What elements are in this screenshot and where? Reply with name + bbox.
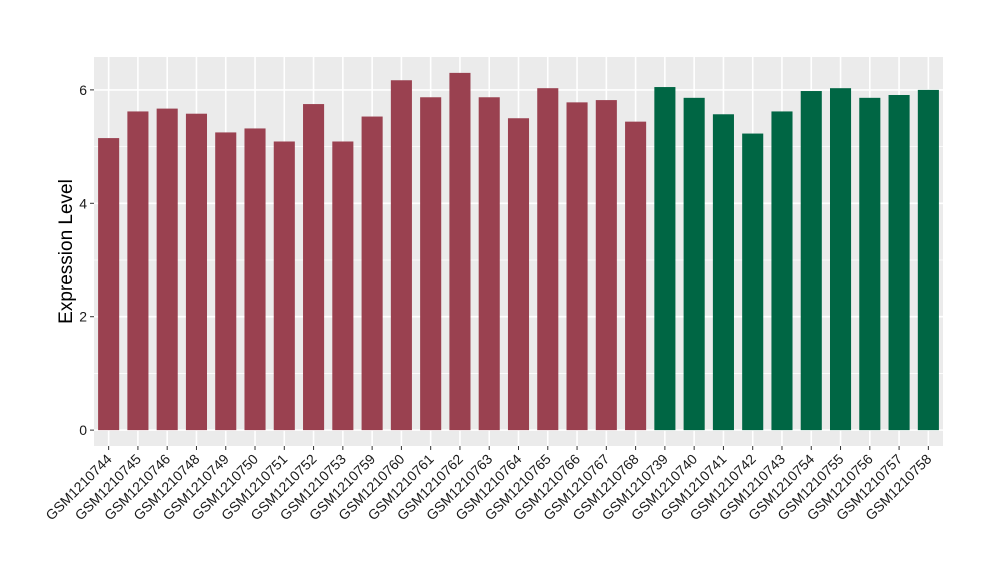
- bar-GSM1210760: [390, 80, 412, 431]
- y-tick-label: 6: [79, 82, 87, 98]
- bar-GSM1210762: [449, 72, 471, 431]
- bar-GSM1210766: [566, 102, 588, 431]
- y-axis: 0 2 4 6: [79, 82, 94, 438]
- bar-GSM1210763: [478, 97, 500, 431]
- y-axis-title: Expression Level: [56, 179, 77, 324]
- bar-GSM1210756: [859, 97, 881, 431]
- bar-GSM1210749: [215, 132, 237, 431]
- bar-GSM1210743: [771, 111, 793, 431]
- bar-GSM1210757: [888, 94, 910, 431]
- y-tick-label: 4: [79, 195, 87, 211]
- bar-GSM1210754: [800, 91, 822, 431]
- bar-GSM1210751: [273, 141, 295, 431]
- bar-GSM1210741: [712, 114, 734, 431]
- bars: [98, 72, 939, 431]
- bar-GSM1210746: [156, 108, 178, 431]
- bar-GSM1210740: [683, 97, 705, 431]
- bar-GSM1210765: [537, 88, 559, 431]
- y-tick-label: 2: [79, 309, 87, 325]
- bar-GSM1210761: [420, 97, 442, 431]
- bar-GSM1210758: [917, 89, 939, 431]
- bar-GSM1210742: [742, 133, 764, 431]
- bar-GSM1210748: [185, 113, 208, 431]
- bar-GSM1210739: [654, 87, 676, 431]
- bar-GSM1210750: [244, 128, 266, 431]
- bar-GSM1210768: [625, 121, 647, 431]
- bar-GSM1210753: [332, 141, 354, 431]
- bar-GSM1210767: [595, 100, 617, 431]
- bar-GSM1210764: [507, 118, 530, 431]
- bar-GSM1210755: [829, 88, 852, 431]
- bar-GSM1210759: [361, 116, 383, 431]
- bar-GSM1210752: [303, 104, 325, 431]
- y-tick-label: 0: [79, 422, 87, 438]
- bar-GSM1210745: [127, 111, 149, 431]
- x-axis: GSM1210744GSM1210745GSM1210746GSM1210748…: [42, 446, 935, 523]
- bar-GSM1210744: [98, 138, 120, 431]
